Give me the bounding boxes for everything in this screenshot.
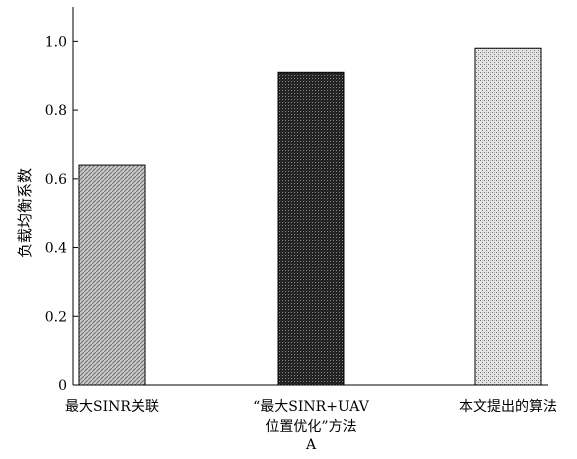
bar-1 xyxy=(277,71,345,386)
y-axis-label: 负载均衡系数 xyxy=(16,168,34,258)
y-tick-label-1: 0.2 xyxy=(45,309,67,325)
y-tick-label-0: 0 xyxy=(58,378,67,394)
x-category-label-2-line-0: 本文提出的算法 xyxy=(459,399,557,415)
x-category-labels: 最大SINR关联 “最大SINR+UAV 位置优化”方法 本文提出的算法 xyxy=(65,399,557,435)
y-ticks: 0 0.2 0.4 0.6 0.8 1.0 xyxy=(45,34,78,394)
y-tick-label-4: 0.8 xyxy=(45,103,67,119)
x-axis-label: A xyxy=(305,437,317,453)
bar-0 xyxy=(78,164,146,386)
x-category-label-1-line-0: “最大SINR+UAV xyxy=(253,399,370,415)
bars xyxy=(78,47,542,386)
bar-2 xyxy=(474,47,542,386)
y-tick-label-3: 0.6 xyxy=(45,172,67,188)
y-tick-label-5: 1.0 xyxy=(45,34,67,50)
x-category-label-0-line-0: 最大SINR关联 xyxy=(65,399,159,415)
y-tick-label-2: 0.4 xyxy=(45,241,67,257)
x-category-label-1-line-1: 位置优化”方法 xyxy=(265,419,356,435)
